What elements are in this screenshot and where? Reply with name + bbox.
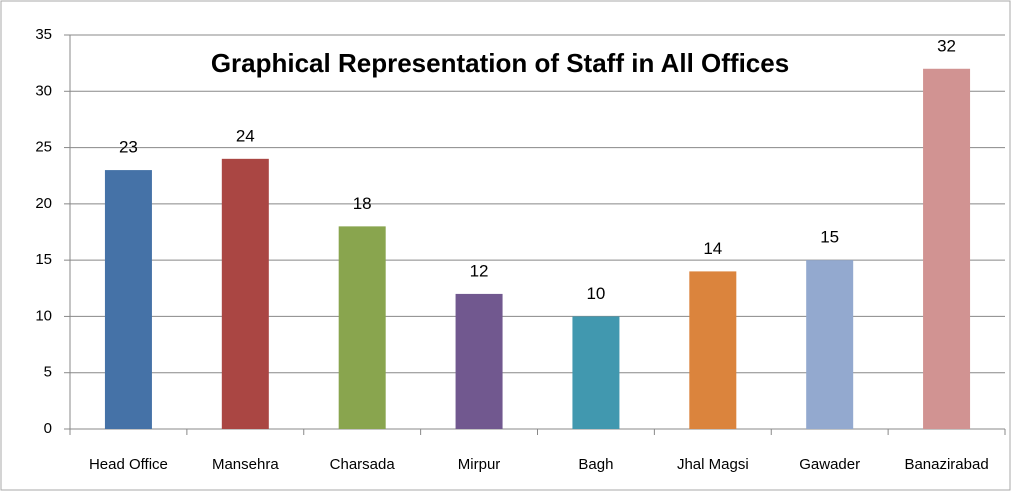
- y-tick-label: 15: [35, 251, 52, 268]
- bar: [104, 170, 152, 430]
- data-label: 18: [353, 194, 372, 213]
- y-tick-label: 30: [35, 82, 52, 99]
- x-tick-label: Jhal Magsi: [677, 456, 749, 473]
- y-tick-label: 35: [35, 26, 52, 43]
- x-tick-label: Charsada: [330, 456, 396, 473]
- x-tick-label: Mirpur: [458, 456, 501, 473]
- y-tick-label: 25: [35, 139, 52, 156]
- data-label: 23: [119, 138, 138, 157]
- data-label: 12: [470, 261, 489, 280]
- y-tick-label: 0: [44, 420, 52, 437]
- x-tick-label: Banazirabad: [904, 456, 988, 473]
- y-tick-label: 10: [35, 307, 52, 324]
- bar: [923, 68, 971, 430]
- bar: [689, 271, 737, 429]
- y-tick-label: 20: [35, 195, 52, 212]
- chart-title: Graphical Representation of Staff in All…: [211, 48, 789, 78]
- data-label: 10: [586, 284, 605, 303]
- bar: [572, 316, 620, 429]
- data-label: 14: [703, 239, 722, 258]
- data-label: 32: [937, 36, 956, 55]
- data-label: 15: [820, 228, 839, 247]
- x-tick-label: Head Office: [89, 456, 168, 473]
- bar: [455, 293, 503, 429]
- y-tick-label: 5: [44, 364, 52, 381]
- x-tick-label: Gawader: [799, 456, 860, 473]
- data-label: 24: [236, 126, 255, 145]
- bar: [338, 226, 386, 429]
- x-tick-label: Bagh: [578, 456, 613, 473]
- bar: [806, 260, 854, 429]
- bar: [221, 158, 269, 430]
- x-tick-label: Mansehra: [212, 456, 279, 473]
